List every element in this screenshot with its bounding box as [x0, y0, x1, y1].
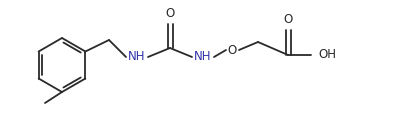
Text: O: O [227, 43, 237, 56]
Text: O: O [283, 13, 293, 26]
Text: O: O [165, 7, 175, 20]
Text: NH: NH [128, 50, 146, 64]
Text: NH: NH [194, 50, 212, 64]
Text: OH: OH [318, 48, 336, 61]
